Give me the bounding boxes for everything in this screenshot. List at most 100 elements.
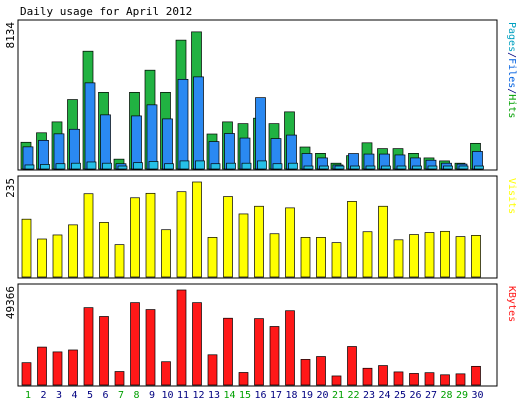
legend-item: KBytes bbox=[506, 286, 517, 322]
day-label-2: 2 bbox=[40, 390, 46, 401]
bar-pages-day-16 bbox=[257, 160, 267, 170]
bar-files-day-9 bbox=[146, 104, 158, 170]
bar-visits-day-20 bbox=[316, 237, 326, 278]
bar-kbytes-day-20 bbox=[316, 356, 326, 386]
day-label-19: 19 bbox=[301, 390, 313, 401]
legend-kbytes: KBytes bbox=[506, 286, 517, 322]
day-label-7: 7 bbox=[118, 390, 124, 401]
bar-kbytes-day-22 bbox=[347, 346, 357, 386]
day-label-25: 25 bbox=[394, 390, 406, 401]
bar-kbytes-day-3 bbox=[52, 351, 63, 386]
bar-kbytes-day-23 bbox=[362, 367, 373, 386]
bar-visits-day-9 bbox=[145, 192, 156, 278]
bar-kbytes-day-11 bbox=[176, 289, 187, 386]
bar-visits-day-5 bbox=[83, 193, 94, 278]
bar-pages-day-20 bbox=[319, 165, 329, 170]
day-label-21: 21 bbox=[332, 390, 344, 401]
bar-pages-day-10 bbox=[164, 163, 174, 170]
bar-files-day-6 bbox=[100, 114, 111, 170]
bar-visits-day-25 bbox=[393, 239, 404, 278]
bar-kbytes-day-29 bbox=[455, 373, 466, 386]
day-label-17: 17 bbox=[270, 390, 282, 401]
day-label-20: 20 bbox=[316, 390, 328, 401]
bar-pages-day-23 bbox=[365, 165, 376, 170]
day-label-3: 3 bbox=[56, 390, 62, 401]
bar-pages-day-4 bbox=[71, 162, 81, 170]
day-label-10: 10 bbox=[161, 390, 173, 401]
bar-pages-day-25 bbox=[396, 165, 407, 170]
legend-item: Files bbox=[506, 58, 517, 88]
bar-pages-day-8 bbox=[133, 162, 143, 170]
bar-visits-day-2 bbox=[37, 238, 47, 278]
bar-pages-day-26 bbox=[412, 165, 422, 170]
bar-visits-day-4 bbox=[68, 224, 78, 278]
legend-item: Hits bbox=[506, 94, 517, 118]
bar-visits-day-14 bbox=[223, 196, 233, 278]
day-label-16: 16 bbox=[254, 390, 266, 401]
day-label-13: 13 bbox=[208, 390, 220, 401]
bar-pages-day-18 bbox=[288, 162, 298, 170]
bar-visits-day-18 bbox=[285, 207, 295, 278]
bar-kbytes-day-19 bbox=[300, 359, 311, 386]
day-label-12: 12 bbox=[192, 390, 204, 401]
bar-pages-day-6 bbox=[102, 162, 112, 170]
bar-kbytes-day-18 bbox=[285, 310, 295, 386]
bar-kbytes-day-14 bbox=[223, 317, 233, 386]
panel-visits: 235 Visits bbox=[4, 175, 517, 279]
day-label-9: 9 bbox=[149, 390, 155, 401]
bar-pages-day-11 bbox=[179, 160, 190, 170]
bar-pages-day-17 bbox=[272, 163, 283, 170]
bar-pages-day-9 bbox=[148, 161, 159, 170]
bar-kbytes-day-5 bbox=[83, 307, 94, 386]
bar-kbytes-day-28 bbox=[440, 374, 450, 386]
bar-pages-day-22 bbox=[350, 165, 360, 170]
bar-files-day-12 bbox=[193, 76, 204, 170]
bar-kbytes-day-2 bbox=[37, 346, 47, 386]
bar-visits-day-11 bbox=[176, 191, 187, 278]
panel-kbytes: 49366 KBytes bbox=[4, 283, 517, 387]
bar-kbytes-day-26 bbox=[409, 373, 419, 386]
bar-pages-day-24 bbox=[381, 165, 391, 170]
bar-kbytes-day-6 bbox=[99, 316, 109, 386]
bar-visits-day-7 bbox=[114, 244, 125, 278]
bar-pages-day-28 bbox=[443, 165, 453, 170]
day-label-1: 1 bbox=[25, 390, 31, 401]
bar-pages-day-5 bbox=[86, 161, 97, 170]
legend-item: / bbox=[506, 52, 517, 58]
day-label-11: 11 bbox=[177, 390, 189, 401]
day-label-22: 22 bbox=[347, 390, 359, 401]
bar-pages-day-30 bbox=[474, 165, 484, 170]
bar-pages-day-19 bbox=[303, 165, 314, 170]
bar-pages-day-29 bbox=[458, 165, 469, 170]
bar-kbytes-day-30 bbox=[471, 365, 481, 386]
bar-kbytes-day-24 bbox=[378, 365, 388, 386]
ymax-label-visits: 235 bbox=[4, 178, 17, 198]
bar-visits-day-22 bbox=[347, 201, 357, 278]
day-label-27: 27 bbox=[425, 390, 437, 401]
bar-pages-day-21 bbox=[334, 165, 345, 170]
legend-item: Visits bbox=[506, 178, 517, 214]
day-label-29: 29 bbox=[456, 390, 468, 401]
day-label-8: 8 bbox=[133, 390, 139, 401]
bar-visits-day-8 bbox=[130, 197, 140, 278]
bar-files-day-16 bbox=[255, 97, 266, 170]
bar-visits-day-12 bbox=[192, 181, 202, 278]
bar-kbytes-day-1 bbox=[21, 362, 32, 386]
bar-visits-day-10 bbox=[161, 229, 171, 278]
bar-pages-day-14 bbox=[226, 162, 236, 170]
bar-visits-day-1 bbox=[21, 218, 32, 278]
bar-pages-day-15 bbox=[241, 162, 252, 170]
legend-item: / bbox=[506, 88, 517, 94]
bar-kbytes-day-12 bbox=[192, 302, 202, 386]
bar-kbytes-day-4 bbox=[68, 349, 78, 386]
bar-files-day-11 bbox=[177, 78, 189, 170]
legend-hits_files_pages: Pages/Files/Hits bbox=[506, 22, 517, 118]
bar-pages-day-1 bbox=[24, 164, 35, 170]
bar-kbytes-day-25 bbox=[393, 371, 404, 386]
day-label-23: 23 bbox=[363, 390, 375, 401]
bar-files-day-5 bbox=[84, 82, 96, 170]
ymax-label-hits_files_pages: 8134 bbox=[4, 22, 17, 49]
bar-visits-day-30 bbox=[471, 235, 481, 278]
bar-kbytes-day-15 bbox=[238, 372, 249, 386]
